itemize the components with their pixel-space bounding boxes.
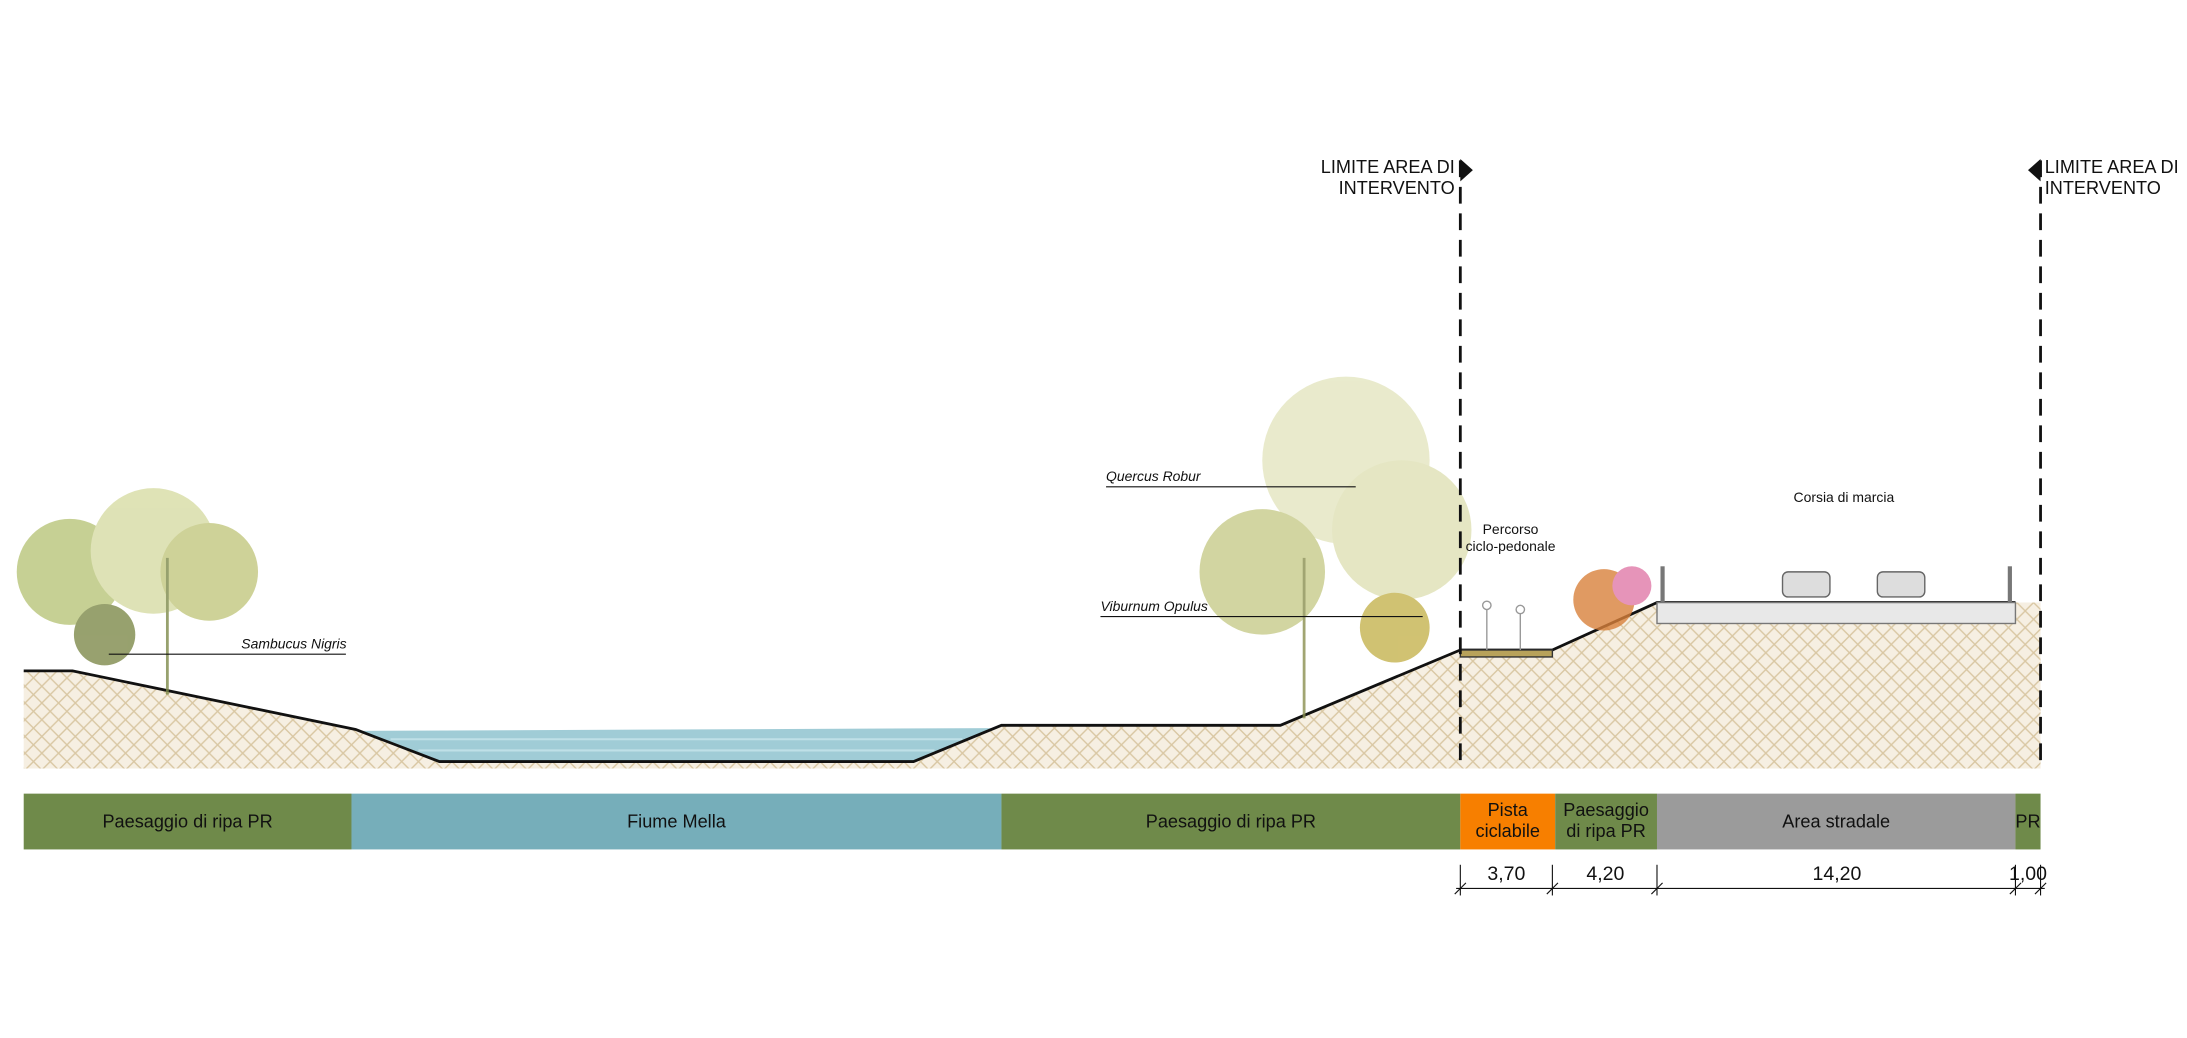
dimension-line (1455, 865, 2046, 896)
dimension-label: 14,20 (1812, 863, 1861, 885)
annotation: ciclo-pedonale (1466, 538, 1556, 554)
annotation: Percorso (1483, 521, 1539, 537)
cars (1783, 572, 1925, 597)
zone-label: Paesaggio (1563, 800, 1649, 820)
plant-label: Quercus Robur (1106, 468, 1202, 484)
road-slab (1657, 603, 2015, 624)
limit-label: INTERVENTO (1339, 178, 1455, 198)
section-drawing: Sambucus Nigris Quercus Robur Viburnum O… (0, 0, 2187, 1033)
plant-label: Viburnum Opulus (1100, 598, 1207, 614)
limit-flag (1460, 159, 1473, 181)
limit-label: LIMITE AREA DI (1321, 157, 1455, 177)
dimension-label: 3,70 (1487, 863, 1525, 885)
ground (24, 603, 2041, 769)
annotation: Corsia di marcia (1794, 489, 1895, 505)
bike-path-deck (1460, 650, 1552, 657)
limit-label: LIMITE AREA DI (2045, 157, 2179, 177)
zone-label: PR (2015, 812, 2040, 832)
vegetation-left (17, 488, 258, 694)
zone-label: Fiume Mella (627, 812, 727, 832)
people (1483, 601, 1525, 650)
zone-label: ciclabile (1476, 821, 1540, 841)
zone-bar: Paesaggio di ripa PR Fiume Mella Paesaggio… (24, 794, 2041, 850)
dimension-label: 4,20 (1586, 863, 1624, 885)
limit-label: INTERVENTO (2045, 178, 2161, 198)
water (360, 728, 993, 761)
zone-label: di ripa PR (1566, 821, 1646, 841)
zone-label: Pista (1488, 800, 1529, 820)
road-posts (1663, 566, 2010, 602)
limit-flag (2028, 159, 2041, 181)
zone-label: Paesaggio di ripa PR (102, 812, 272, 832)
dimension-label: 1,00 (2009, 863, 2047, 885)
zone-label: Area stradale (1782, 812, 1890, 832)
zone-label: Paesaggio di ripa PR (1146, 812, 1316, 832)
plant-label: Sambucus Nigris (241, 636, 346, 652)
